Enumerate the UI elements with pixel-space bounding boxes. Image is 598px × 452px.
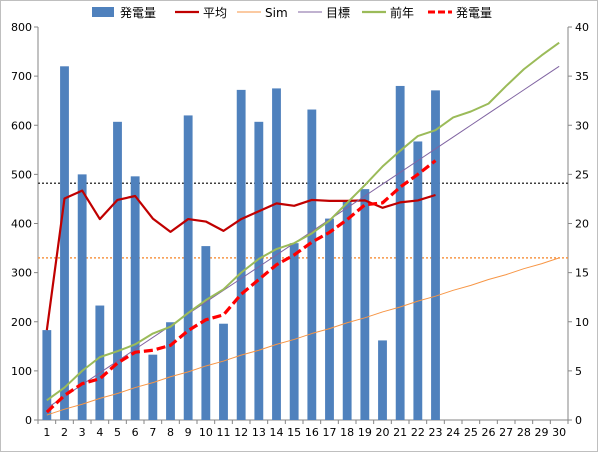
bar bbox=[413, 141, 423, 420]
line-series bbox=[45, 41, 560, 416]
x-axis-tick-label: 3 bbox=[79, 426, 86, 439]
x-axis-tick-label: 28 bbox=[517, 426, 531, 439]
left-axis-tick-label: 800 bbox=[11, 21, 32, 34]
right-axis-tick-label: 0 bbox=[575, 414, 582, 427]
x-axis-tick-label: 29 bbox=[535, 426, 549, 439]
bar bbox=[254, 121, 264, 420]
legend-label: 発電量 bbox=[120, 6, 156, 20]
x-axis-tick-label: 7 bbox=[149, 426, 156, 439]
bar bbox=[272, 88, 281, 420]
x-axis-tick-label: 20 bbox=[376, 426, 390, 439]
x-axis-tick-label: 10 bbox=[199, 426, 213, 439]
x-axis-tick-label: 12 bbox=[234, 426, 248, 439]
legend-label: 発電量 bbox=[456, 6, 492, 20]
bar bbox=[201, 246, 211, 420]
legend: 発電量 平均 Sim 目標 前年 発電量 bbox=[92, 5, 492, 20]
bar bbox=[307, 109, 317, 420]
x-axis-tick-label: 17 bbox=[323, 426, 337, 439]
series-line bbox=[46, 41, 560, 402]
bar bbox=[95, 305, 105, 420]
right-axis-tick-label: 25 bbox=[575, 168, 589, 181]
bar bbox=[342, 201, 352, 420]
x-axis-tick-label: 24 bbox=[446, 426, 460, 439]
x-axis-tick-label: 27 bbox=[499, 426, 513, 439]
x-axis-tick-label: 13 bbox=[252, 426, 266, 439]
bar bbox=[360, 189, 370, 420]
right-axis-tick-label: 20 bbox=[575, 218, 589, 231]
x-axis-tick-label: 26 bbox=[482, 426, 496, 439]
left-axis-tick-label: 100 bbox=[11, 365, 32, 378]
right-axis-tick-label: 10 bbox=[575, 316, 589, 329]
x-axis-tick-label: 19 bbox=[358, 426, 372, 439]
bar bbox=[183, 115, 193, 421]
x-axis-tick-label: 14 bbox=[270, 426, 284, 439]
x-axis-tick-label: 25 bbox=[464, 426, 478, 439]
bar bbox=[77, 174, 87, 420]
x-axis-tick-label: 21 bbox=[393, 426, 407, 439]
tick-labels: 0100200300400500600700800051015202530354… bbox=[11, 21, 589, 439]
x-axis-tick-label: 16 bbox=[305, 426, 319, 439]
bar bbox=[113, 121, 122, 420]
left-axis-tick-label: 500 bbox=[11, 168, 32, 181]
bar bbox=[378, 340, 387, 420]
left-axis-tick-label: 0 bbox=[25, 414, 32, 427]
left-axis-tick-label: 400 bbox=[11, 218, 32, 231]
bar bbox=[395, 85, 405, 420]
legend-label: 平均 bbox=[203, 6, 227, 20]
bar bbox=[42, 330, 52, 420]
bar bbox=[431, 90, 440, 420]
x-axis-tick-label: 5 bbox=[114, 426, 121, 439]
legend-label: 目標 bbox=[326, 6, 350, 20]
x-axis-tick-label: 6 bbox=[132, 426, 139, 439]
bar bbox=[236, 89, 246, 420]
right-axis-tick-label: 35 bbox=[575, 70, 589, 83]
bar bbox=[60, 66, 69, 421]
series-line bbox=[45, 159, 437, 414]
x-axis-tick-label: 2 bbox=[61, 426, 68, 439]
right-axis-tick-label: 40 bbox=[575, 21, 589, 34]
left-axis-tick-label: 200 bbox=[11, 316, 32, 329]
x-axis-tick-label: 1 bbox=[43, 426, 50, 439]
x-axis-tick-label: 9 bbox=[185, 426, 192, 439]
bar bbox=[289, 243, 299, 420]
reference-lines bbox=[38, 182, 568, 259]
bar-series bbox=[42, 66, 440, 421]
bar bbox=[325, 218, 334, 420]
x-axis-tick-label: 8 bbox=[167, 426, 174, 439]
right-axis-tick-label: 5 bbox=[575, 365, 582, 378]
bar bbox=[219, 323, 228, 420]
x-axis-tick-label: 22 bbox=[411, 426, 425, 439]
left-axis-tick-label: 300 bbox=[11, 267, 32, 280]
x-axis-tick-label: 11 bbox=[217, 426, 231, 439]
bar bbox=[148, 354, 158, 420]
right-axis-tick-label: 30 bbox=[575, 119, 589, 132]
legend-label: 前年 bbox=[390, 5, 414, 20]
x-axis-tick-label: 18 bbox=[340, 426, 354, 439]
right-axis-tick-label: 15 bbox=[575, 267, 589, 280]
bar bbox=[130, 176, 140, 420]
x-axis-tick-label: 15 bbox=[287, 426, 301, 439]
x-axis-tick-label: 30 bbox=[552, 426, 566, 439]
bar bbox=[166, 322, 175, 420]
x-axis-tick-label: 4 bbox=[96, 426, 103, 439]
x-axis-tick-label: 23 bbox=[429, 426, 443, 439]
legend-swatch bbox=[92, 7, 114, 17]
axes bbox=[34, 26, 572, 424]
legend-label: Sim bbox=[265, 6, 288, 20]
left-axis-tick-label: 600 bbox=[11, 119, 32, 132]
series-line bbox=[46, 257, 560, 416]
left-axis-tick-label: 700 bbox=[11, 70, 32, 83]
